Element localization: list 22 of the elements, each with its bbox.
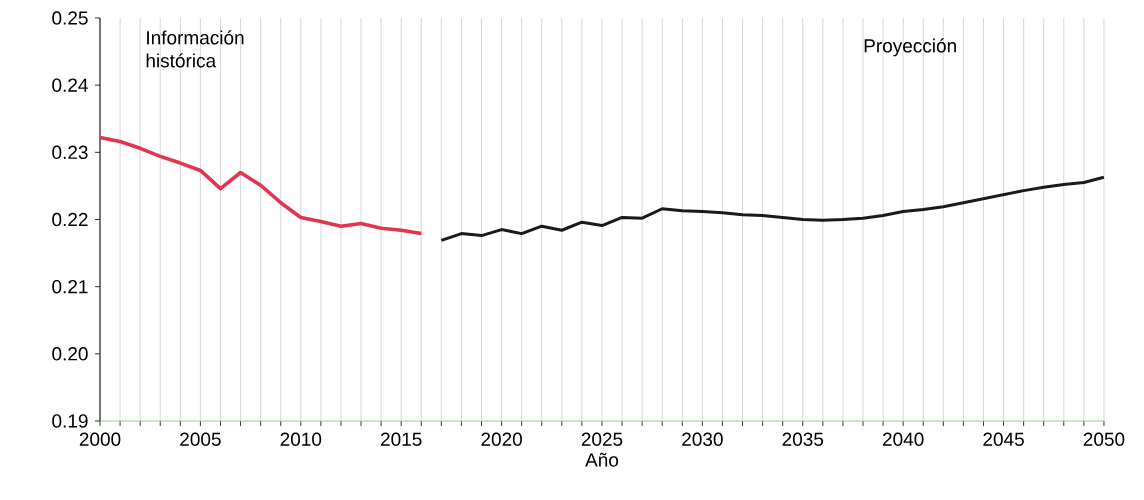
y-tick-label: 0.25 xyxy=(52,11,88,25)
x-tick-label: 2000 xyxy=(79,432,121,446)
x-tick-label: 2025 xyxy=(581,432,623,446)
y-tick-label: 0.22 xyxy=(52,212,88,227)
annotation: Proyección xyxy=(864,38,956,57)
annotation: Información histórica xyxy=(146,30,244,68)
x-tick-label: 2005 xyxy=(180,432,221,446)
x-tick-label: 2050 xyxy=(1083,432,1125,446)
y-tick-label: 0.24 xyxy=(52,78,88,92)
x-tick-label: 2035 xyxy=(782,432,824,446)
x-tick-label: 2030 xyxy=(682,432,723,446)
x-tick-label: 2040 xyxy=(882,432,924,446)
x-tick-label: 2010 xyxy=(280,432,322,446)
y-tick-label: 0.20 xyxy=(52,347,88,361)
x-tick-label: 2020 xyxy=(481,432,522,446)
x-axis-title: Año xyxy=(585,452,619,467)
y-tick-label: 0.23 xyxy=(52,145,88,160)
y-tick-label: 0.21 xyxy=(52,279,88,294)
x-tick-label: 2015 xyxy=(381,432,422,446)
x-tick-label: 2045 xyxy=(983,432,1024,446)
y-tick-label: 0.19 xyxy=(52,414,88,428)
line-series xyxy=(98,135,424,236)
